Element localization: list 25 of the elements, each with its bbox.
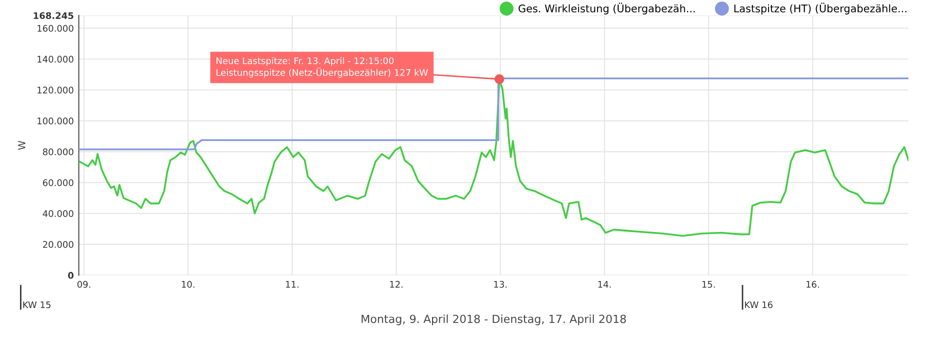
y-tick-label: 0	[68, 272, 74, 279]
y-tick-label: 80.000	[42, 148, 74, 156]
y-tick-label: 120.000	[38, 86, 74, 94]
y-tick-label: 140.000	[38, 56, 74, 63]
y-axis-title: W	[18, 140, 26, 150]
legend-label: Ges. Wirkleistung (Übergabezäh...	[518, 2, 695, 14]
x-tick-label: 14.	[598, 281, 611, 288]
x-axis-title: Montag, 9. April 2018 - Dienstag, 17. April 2018	[362, 314, 626, 326]
x-tick-label: 12.	[390, 280, 402, 288]
annotation: Neue Lastspitze: Fr. 13. April - 12:15:00 Leistungsspitze (Netz-Übergabezähler) 127 kW	[216, 57, 428, 78]
y-tick-label: 100.000	[38, 118, 74, 124]
x-tick-label: 09.	[77, 280, 90, 288]
y-tick-label: 168.245	[34, 12, 74, 20]
y-tick-label: 160.000	[38, 24, 74, 32]
x-tick-label: 13.	[494, 280, 507, 288]
legend-label: Lastspitze (HT) (Übergabezähle...	[734, 2, 906, 14]
x-tick-label: 15.	[702, 281, 715, 288]
x-tick-label: 11.	[286, 281, 298, 288]
y-tick-label: 40.000	[42, 210, 74, 218]
text: KW 16	[745, 301, 772, 308]
x-tick-label: 16.	[806, 280, 819, 288]
text: KW 15	[23, 301, 50, 308]
y-tick-label: 20.000	[43, 241, 74, 248]
y-tick-label: 60.000	[42, 179, 74, 186]
x-tick-label: 10.	[182, 280, 194, 288]
